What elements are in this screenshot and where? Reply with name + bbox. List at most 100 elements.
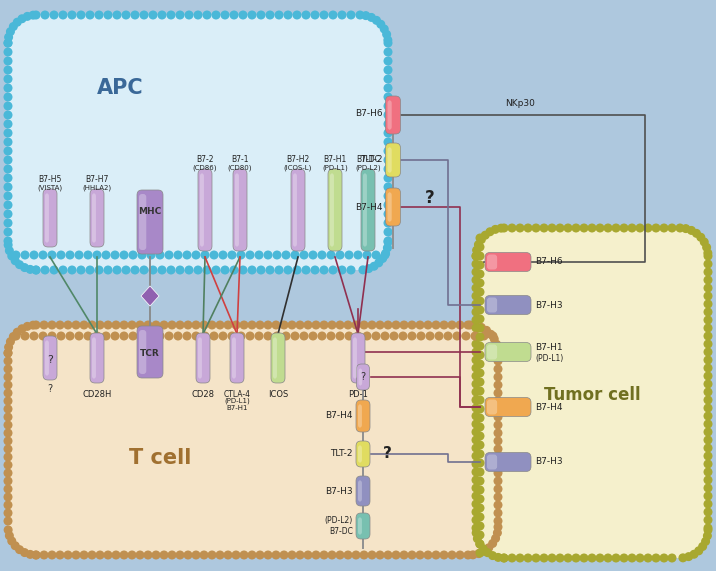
- Circle shape: [705, 348, 712, 356]
- Circle shape: [668, 554, 676, 562]
- Circle shape: [296, 551, 304, 559]
- Circle shape: [472, 356, 480, 364]
- Circle shape: [4, 453, 11, 461]
- FancyBboxPatch shape: [90, 189, 104, 247]
- Circle shape: [12, 332, 20, 340]
- Circle shape: [14, 18, 21, 26]
- Circle shape: [372, 17, 380, 24]
- Circle shape: [4, 210, 11, 218]
- Circle shape: [4, 421, 11, 429]
- Circle shape: [476, 513, 484, 521]
- Circle shape: [4, 165, 11, 173]
- Circle shape: [365, 265, 372, 272]
- Text: (HHLA2): (HHLA2): [82, 184, 112, 191]
- Circle shape: [136, 321, 144, 329]
- Circle shape: [384, 120, 392, 128]
- Circle shape: [494, 397, 502, 405]
- Text: (PD-L1): (PD-L1): [224, 398, 250, 404]
- FancyBboxPatch shape: [485, 252, 531, 271]
- Circle shape: [128, 321, 136, 329]
- Circle shape: [246, 251, 253, 259]
- Circle shape: [4, 237, 11, 245]
- FancyBboxPatch shape: [385, 188, 400, 226]
- Circle shape: [224, 551, 232, 559]
- Circle shape: [120, 332, 127, 340]
- Circle shape: [472, 308, 480, 316]
- Circle shape: [478, 236, 485, 243]
- Circle shape: [384, 228, 392, 236]
- Circle shape: [682, 225, 690, 232]
- Circle shape: [5, 33, 12, 41]
- Circle shape: [4, 501, 11, 509]
- Text: TLT-2: TLT-2: [360, 155, 383, 164]
- Circle shape: [327, 251, 335, 259]
- Circle shape: [637, 554, 644, 562]
- Circle shape: [32, 551, 40, 559]
- Circle shape: [480, 332, 488, 340]
- Circle shape: [384, 37, 392, 44]
- Circle shape: [679, 554, 687, 562]
- Circle shape: [72, 551, 79, 559]
- Circle shape: [255, 332, 263, 340]
- Circle shape: [192, 551, 200, 559]
- Circle shape: [476, 459, 484, 467]
- Circle shape: [105, 321, 112, 329]
- Circle shape: [120, 251, 127, 259]
- Circle shape: [472, 252, 480, 260]
- Circle shape: [239, 11, 247, 19]
- Circle shape: [463, 332, 470, 340]
- Circle shape: [296, 321, 304, 329]
- Circle shape: [476, 477, 484, 485]
- Circle shape: [48, 321, 56, 329]
- Circle shape: [476, 522, 484, 530]
- Text: B7-H1: B7-H1: [226, 405, 248, 411]
- Circle shape: [354, 251, 362, 259]
- Circle shape: [32, 11, 40, 19]
- Circle shape: [628, 224, 636, 232]
- Circle shape: [384, 210, 392, 218]
- Circle shape: [472, 276, 480, 284]
- Circle shape: [48, 551, 56, 559]
- Circle shape: [532, 224, 540, 232]
- Circle shape: [50, 266, 58, 274]
- Circle shape: [370, 263, 378, 270]
- Circle shape: [704, 532, 711, 540]
- Circle shape: [57, 332, 65, 340]
- Circle shape: [476, 468, 484, 476]
- Circle shape: [4, 39, 11, 47]
- Circle shape: [384, 201, 392, 209]
- Circle shape: [4, 93, 11, 101]
- Text: MHC: MHC: [138, 207, 162, 216]
- Circle shape: [492, 534, 499, 542]
- Circle shape: [147, 251, 155, 259]
- Circle shape: [112, 321, 120, 329]
- Circle shape: [472, 428, 480, 436]
- Circle shape: [476, 252, 484, 260]
- Circle shape: [589, 554, 596, 562]
- Circle shape: [176, 11, 184, 19]
- FancyBboxPatch shape: [356, 476, 370, 506]
- Circle shape: [472, 516, 480, 524]
- Circle shape: [473, 529, 480, 537]
- Circle shape: [704, 250, 712, 257]
- FancyBboxPatch shape: [235, 173, 239, 247]
- Circle shape: [131, 266, 139, 274]
- Text: T cell: T cell: [129, 448, 191, 468]
- Circle shape: [4, 405, 11, 413]
- Circle shape: [185, 266, 193, 274]
- Circle shape: [280, 551, 288, 559]
- Circle shape: [472, 508, 480, 516]
- Text: APC: APC: [97, 78, 143, 98]
- Circle shape: [29, 321, 37, 329]
- Circle shape: [4, 156, 11, 164]
- Circle shape: [8, 537, 16, 545]
- Circle shape: [705, 492, 712, 500]
- Circle shape: [264, 332, 272, 340]
- Circle shape: [300, 251, 308, 259]
- Circle shape: [472, 300, 480, 308]
- Circle shape: [96, 551, 104, 559]
- Circle shape: [362, 12, 369, 19]
- Circle shape: [476, 549, 484, 557]
- Circle shape: [272, 321, 280, 329]
- Circle shape: [687, 227, 695, 234]
